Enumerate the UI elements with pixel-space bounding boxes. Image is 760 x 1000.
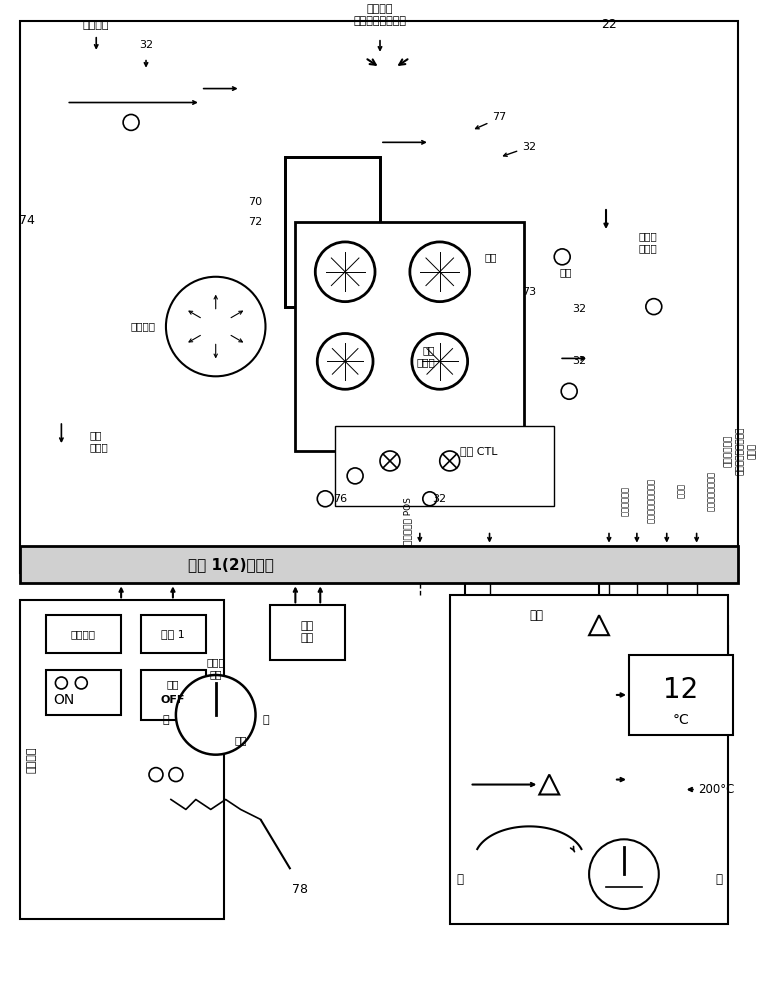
- Text: 72: 72: [249, 217, 262, 227]
- Bar: [141, 615, 206, 653]
- Circle shape: [317, 491, 333, 507]
- Text: 76: 76: [333, 494, 347, 504]
- Text: 区域
控制: 区域 控制: [301, 621, 314, 643]
- Text: 32: 32: [139, 40, 153, 50]
- Text: 73: 73: [522, 287, 537, 297]
- Circle shape: [123, 114, 139, 130]
- Text: 低: 低: [163, 715, 169, 725]
- Text: 空气流
正常: 空气流 正常: [207, 657, 225, 679]
- Text: 冲压空气: 冲压空气: [71, 629, 96, 639]
- Circle shape: [169, 768, 183, 782]
- Text: 32: 32: [572, 356, 586, 366]
- Text: 组件流: 组件流: [676, 483, 686, 498]
- Text: OFF: OFF: [160, 695, 185, 705]
- Text: 放出空气: 放出空气: [83, 20, 109, 30]
- Circle shape: [561, 383, 577, 399]
- Text: 组件流控制阀位置: 组件流控制阀位置: [707, 471, 716, 511]
- Text: 组件 1: 组件 1: [161, 629, 185, 639]
- Text: 放气: 放气: [530, 609, 543, 622]
- Bar: [141, 670, 206, 720]
- Text: ON: ON: [52, 693, 74, 707]
- Circle shape: [589, 839, 659, 909]
- Text: 组件流: 组件流: [748, 443, 757, 459]
- Text: 32: 32: [432, 494, 447, 504]
- Text: 12: 12: [663, 676, 698, 704]
- Bar: [296, 222, 524, 451]
- Text: 至热
空气阀: 至热 空气阀: [89, 430, 108, 452]
- Bar: [20, 21, 739, 573]
- Bar: [20, 600, 223, 919]
- Text: 组件 1(2)控制器: 组件 1(2)控制器: [188, 557, 274, 572]
- Circle shape: [317, 334, 373, 389]
- Text: 手动: 手动: [234, 735, 247, 745]
- Text: 故障: 故障: [166, 679, 179, 689]
- Text: 高: 高: [262, 715, 269, 725]
- Text: °C: °C: [673, 713, 689, 727]
- Bar: [335, 426, 554, 506]
- Text: 32: 32: [522, 142, 537, 152]
- Text: 组件出口温度: 组件出口温度: [621, 486, 630, 516]
- Text: 涡轮: 涡轮: [485, 252, 497, 262]
- Circle shape: [176, 675, 255, 755]
- Circle shape: [75, 677, 87, 689]
- Text: 70: 70: [249, 197, 262, 207]
- Circle shape: [412, 334, 467, 389]
- Circle shape: [380, 451, 400, 471]
- Text: 组件压缩机出口温度: 组件压缩机出口温度: [736, 427, 745, 475]
- Polygon shape: [589, 615, 609, 635]
- Circle shape: [149, 768, 163, 782]
- Circle shape: [646, 299, 662, 315]
- Text: 32: 32: [572, 304, 586, 314]
- Bar: [46, 615, 121, 653]
- Bar: [20, 546, 739, 583]
- Circle shape: [347, 468, 363, 484]
- Text: 77: 77: [492, 112, 507, 122]
- Text: 空气导管: 空气导管: [27, 746, 36, 773]
- Text: 74: 74: [18, 214, 34, 227]
- Circle shape: [423, 492, 437, 506]
- Bar: [450, 595, 729, 924]
- Text: 22: 22: [601, 18, 617, 31]
- Circle shape: [166, 277, 265, 376]
- Text: 冷却风扇: 冷却风扇: [131, 322, 156, 332]
- Circle shape: [55, 677, 68, 689]
- Bar: [286, 157, 380, 307]
- Text: 78: 78: [293, 883, 309, 896]
- Text: 压缩机
止回阀: 压缩机 止回阀: [639, 231, 657, 253]
- Text: 高: 高: [715, 873, 722, 886]
- Circle shape: [554, 249, 570, 265]
- Bar: [46, 670, 121, 715]
- Circle shape: [410, 242, 470, 302]
- Text: 组件出口温度: 组件出口温度: [724, 435, 733, 467]
- Text: 涡轮: 涡轮: [559, 267, 572, 277]
- Bar: [629, 655, 733, 735]
- Text: 温度控制阀 POS: 温度控制阀 POS: [404, 497, 413, 545]
- Text: 200°C: 200°C: [698, 783, 735, 796]
- Text: 组件压缩机出口温度: 组件压缩机出口温度: [647, 478, 656, 523]
- Bar: [286, 157, 380, 307]
- Text: 冲压空气
热交换器进口襟翼: 冲压空气 热交换器进口襟翼: [353, 4, 407, 26]
- Text: 气动 CTL: 气动 CTL: [460, 446, 497, 456]
- Text: 低: 低: [456, 873, 463, 886]
- Circle shape: [440, 451, 460, 471]
- Polygon shape: [540, 775, 559, 795]
- Text: 温度
控制阀: 温度 控制阀: [416, 346, 435, 367]
- Circle shape: [315, 242, 375, 302]
- Bar: [271, 605, 345, 660]
